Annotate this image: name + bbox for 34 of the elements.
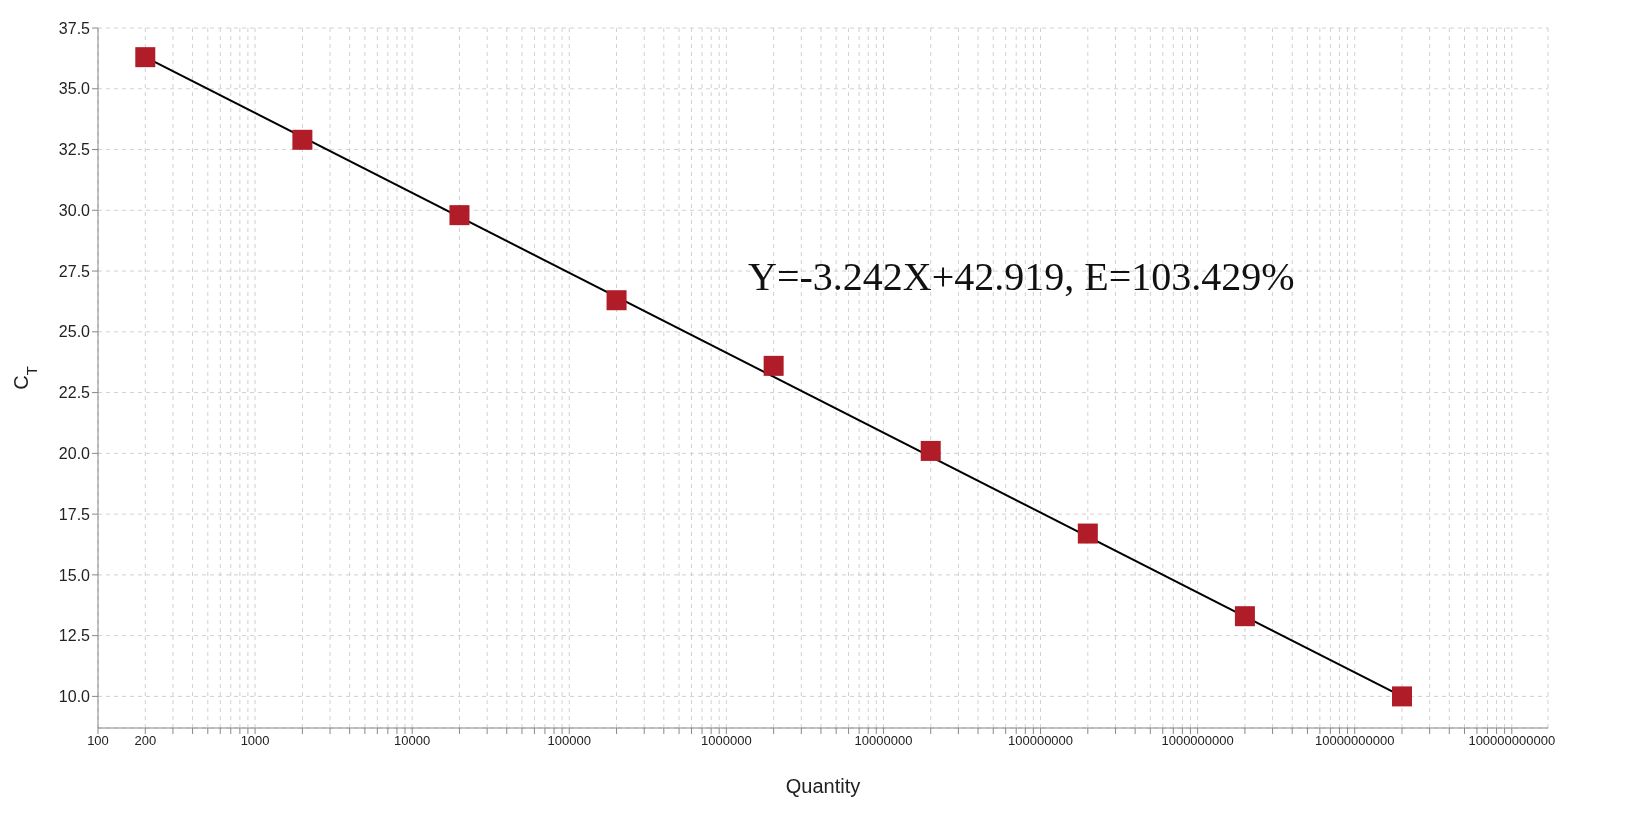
x-tick-label: 100000 [547, 733, 591, 749]
x-tick-label: 10000000 [854, 733, 913, 749]
x-tick-label: 200 [134, 733, 157, 749]
y-tick-label: 12.5 [58, 627, 91, 645]
point [292, 129, 313, 150]
x-tick-label: 100 [87, 733, 109, 749]
annotation: Y=-3.242X+42.919, E=103.429% [748, 253, 1295, 300]
x-tick-label: 1000 [240, 733, 270, 749]
point [1077, 523, 1098, 544]
point [920, 440, 941, 461]
point [606, 290, 627, 311]
x-tick-label: 100000000 [1007, 733, 1074, 749]
y-tick-label: 22.5 [58, 384, 91, 402]
point [135, 47, 156, 68]
x-tick-label: 10000 [394, 733, 431, 749]
y-tick-label: 15.0 [58, 566, 91, 584]
point [1392, 686, 1412, 707]
point [1234, 606, 1255, 627]
y-tick-label: 35.0 [58, 80, 91, 98]
x-tick-label: 1000000 [701, 733, 752, 749]
y-tick-label: 17.5 [58, 505, 91, 523]
y-tick-label: 25.0 [58, 323, 91, 341]
point [763, 355, 784, 376]
y-tick-label: 37.5 [58, 19, 91, 37]
y-tick-label: 30.0 [58, 201, 91, 219]
y-tick-label: 32.5 [58, 141, 91, 159]
x-tick-label: 1000000000 [1161, 733, 1234, 749]
y-tick-label: 20.0 [58, 445, 91, 463]
x-axis-title: Quantity [785, 775, 861, 797]
x-tick-label: 10000000000 [1314, 733, 1395, 749]
y-tick-label: 10.0 [58, 688, 91, 706]
y-tick-label: 27.5 [58, 262, 91, 280]
point [449, 205, 470, 226]
x-tick-label: 100000000000 [1468, 733, 1556, 749]
